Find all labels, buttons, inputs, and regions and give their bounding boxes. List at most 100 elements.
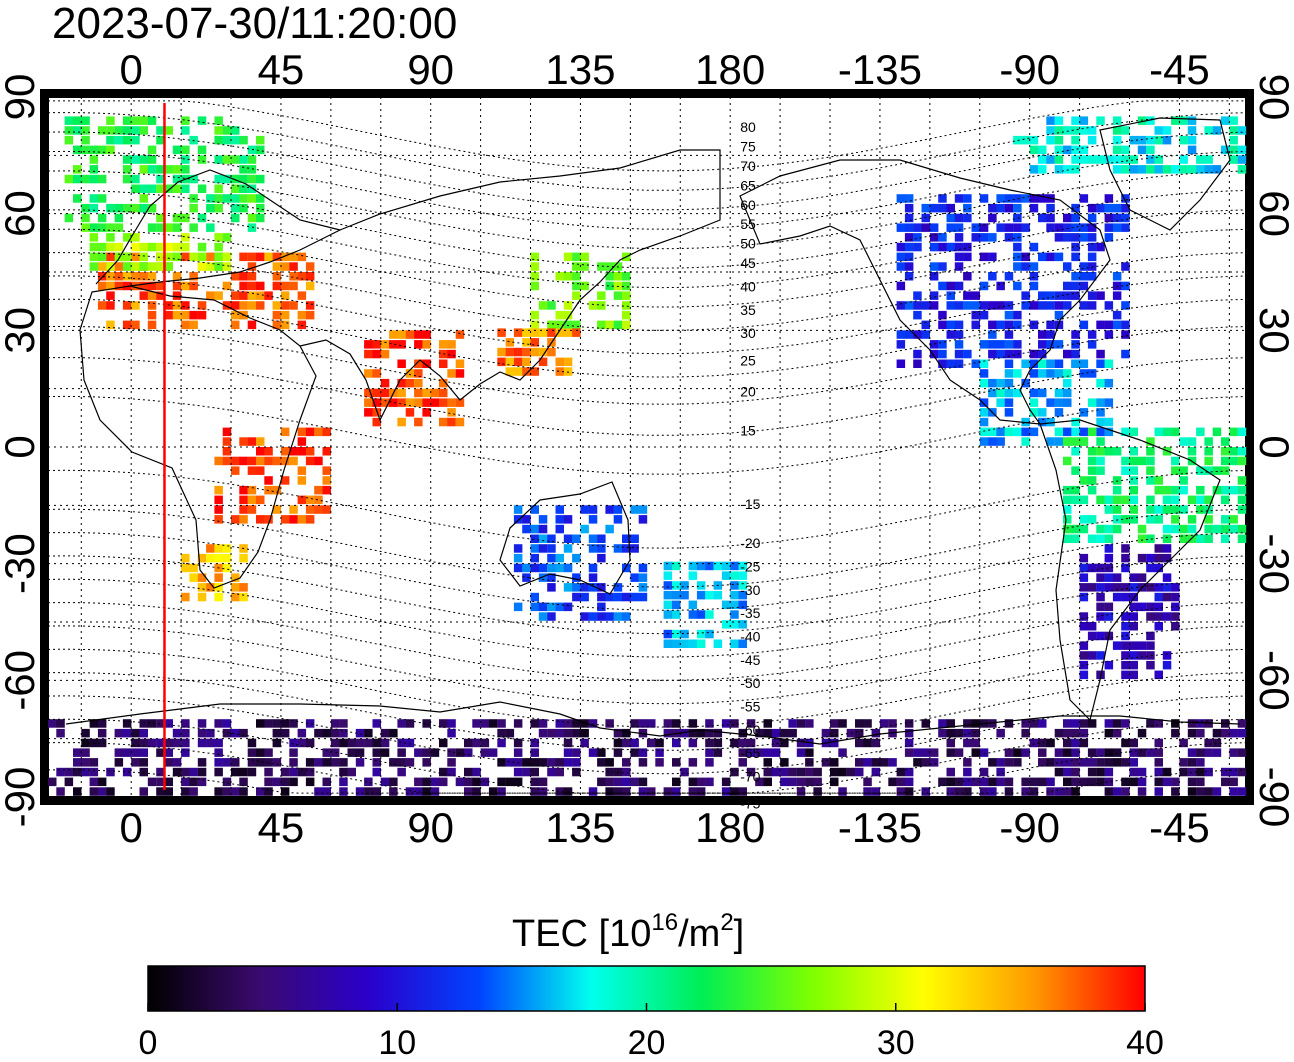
tec-cell <box>688 561 698 571</box>
tec-cell <box>1154 758 1163 767</box>
tec-cell <box>563 357 573 367</box>
tec-cell <box>505 357 515 367</box>
tec-cell <box>89 719 99 728</box>
tec-cell <box>1129 165 1138 174</box>
tec-cell <box>1121 738 1130 748</box>
tec-cell <box>1104 233 1114 242</box>
tec-cell <box>139 719 148 728</box>
tec-cell <box>688 600 698 610</box>
tec-cell <box>1146 515 1155 524</box>
tec-cell <box>247 174 257 184</box>
tec-cell <box>64 174 74 184</box>
tec-cell <box>447 748 456 757</box>
tec-cell <box>64 116 74 125</box>
right-tick-label: -90 <box>1251 767 1294 828</box>
tec-cell <box>672 777 681 787</box>
tec-cell <box>796 787 806 796</box>
tec-cell <box>314 456 323 466</box>
tec-cell <box>239 777 248 787</box>
tec-cell <box>305 456 315 466</box>
tec-cell <box>1071 330 1080 339</box>
tec-cell <box>1046 203 1055 213</box>
tec-cell <box>222 262 232 271</box>
tec-cell <box>1221 145 1230 155</box>
tec-cell <box>1063 301 1072 310</box>
tec-cell <box>372 369 381 378</box>
tec-cell <box>1162 534 1172 543</box>
tec-cell <box>239 767 248 777</box>
tec-cell <box>181 748 190 757</box>
tec-cell <box>414 417 423 427</box>
tec-cell <box>1171 622 1180 631</box>
tec-cell <box>1104 330 1114 339</box>
tec-cell <box>904 233 914 242</box>
tec-cell <box>272 272 282 281</box>
tec-cell <box>106 767 115 777</box>
tec-cell <box>1187 145 1197 155</box>
tec-cell <box>122 126 132 135</box>
tec-cell <box>1221 515 1230 524</box>
tec-cell <box>222 553 232 563</box>
tec-cell <box>172 291 182 300</box>
tec-cell <box>389 330 398 339</box>
tec-cell <box>805 758 814 767</box>
tec-cell <box>355 787 365 796</box>
tec-cell <box>81 748 90 757</box>
tec-cell <box>938 359 947 368</box>
tec-cell <box>1013 281 1022 291</box>
tec-cell <box>1054 408 1064 417</box>
tec-cell <box>1187 728 1197 738</box>
tec-cell <box>272 281 282 291</box>
tec-cell <box>414 378 423 388</box>
tec-cell <box>1104 563 1114 573</box>
tec-cell <box>1087 398 1097 407</box>
tec-cell <box>1029 320 1039 330</box>
tec-cell <box>1029 369 1039 378</box>
tec-cell <box>1004 369 1014 378</box>
tec-cell <box>513 719 523 728</box>
tec-cell <box>147 155 157 164</box>
tec-cell <box>946 203 955 213</box>
tec-cell <box>929 242 939 252</box>
tec-cell <box>555 328 564 337</box>
tec-cell <box>1104 534 1114 543</box>
tec-cell <box>256 135 265 145</box>
tec-cell <box>1038 291 1047 300</box>
tec-cell <box>855 728 864 738</box>
tec-cell <box>1237 495 1247 505</box>
tec-cell <box>588 544 598 553</box>
tec-cell <box>555 505 564 514</box>
tec-cell <box>314 485 323 495</box>
tec-cell <box>1204 515 1213 524</box>
tec-cell <box>713 728 723 738</box>
tec-cell <box>181 777 190 787</box>
tec-cell <box>705 590 714 600</box>
tec-cell <box>680 590 689 600</box>
tec-cell <box>131 301 140 310</box>
tec-cell <box>156 126 165 135</box>
tec-cell <box>280 767 290 777</box>
tec-cell <box>214 262 223 271</box>
tec-cell <box>563 301 573 310</box>
tec-cell <box>505 777 515 787</box>
tec-cell <box>1237 456 1247 466</box>
tec-cell <box>1196 748 1205 757</box>
tec-cell <box>1096 573 1105 582</box>
tec-cell <box>746 738 756 748</box>
tec-cell <box>1004 787 1014 796</box>
tec-cell <box>1021 223 1030 232</box>
tec-cell <box>1038 194 1047 203</box>
tec-cell <box>239 301 248 310</box>
tec-cell <box>588 301 598 310</box>
tec-cell <box>555 310 564 320</box>
tec-cell <box>422 398 431 407</box>
tec-cell <box>280 447 290 456</box>
tec-cell <box>538 301 548 310</box>
tec-cell <box>330 728 340 738</box>
tec-cell <box>1087 369 1097 378</box>
tec-cell <box>1187 135 1197 145</box>
tec-cell <box>988 349 997 359</box>
colorbar-tick-marks: 0 10 20 30 40 <box>139 1003 1164 1062</box>
tec-cell <box>305 447 315 456</box>
tec-cell <box>164 252 173 262</box>
